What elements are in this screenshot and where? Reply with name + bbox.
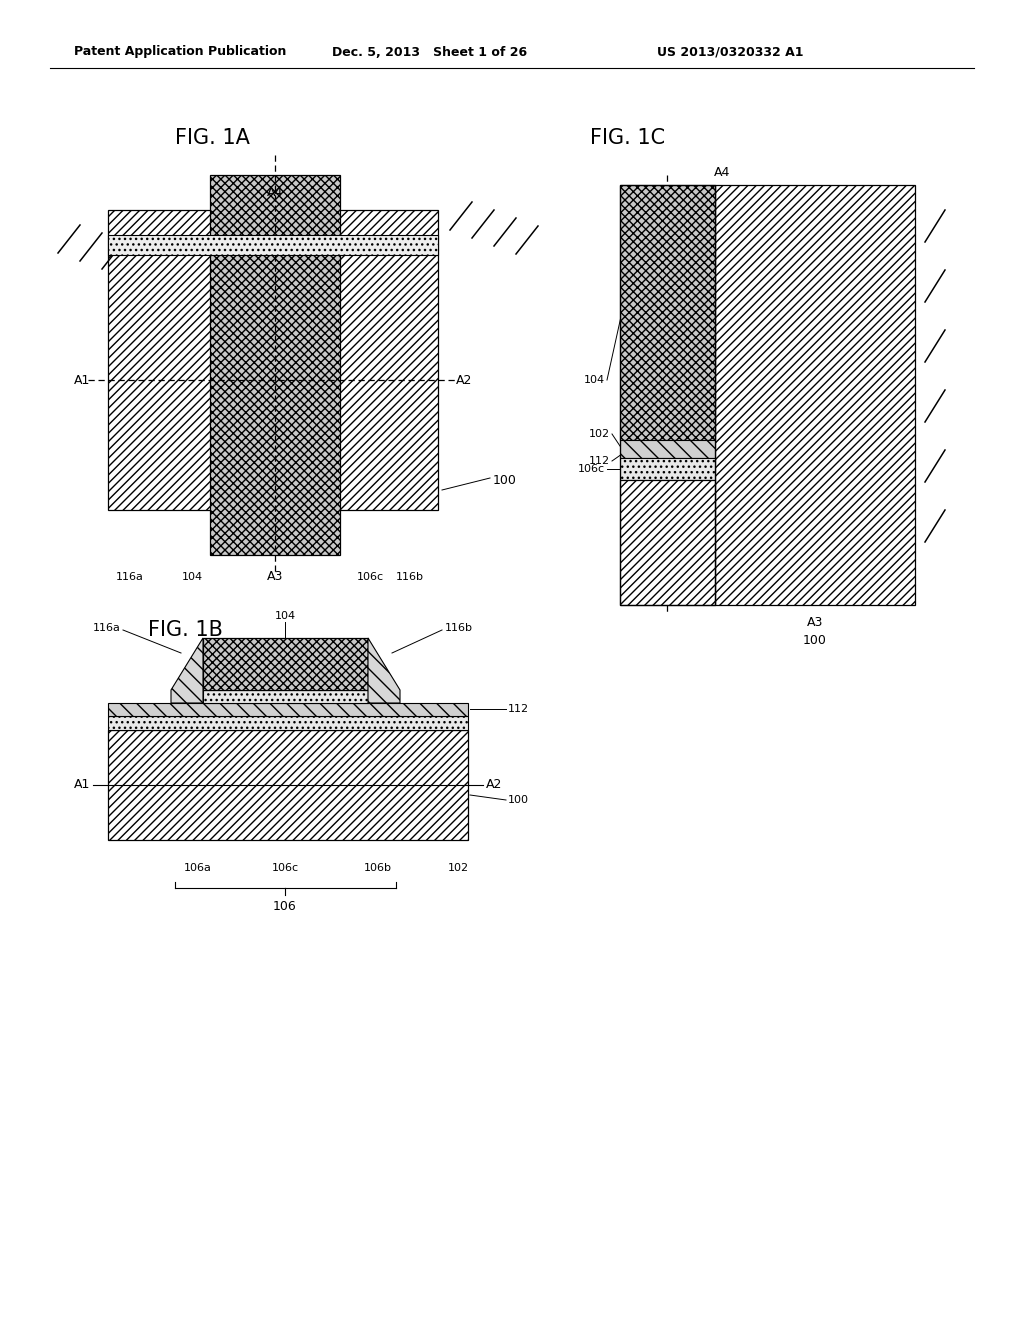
Text: 100: 100 <box>803 634 827 647</box>
Text: 112: 112 <box>589 455 610 466</box>
Text: 116a: 116a <box>116 572 144 582</box>
Text: US 2013/0320332 A1: US 2013/0320332 A1 <box>656 45 803 58</box>
Bar <box>715 185 915 605</box>
Bar <box>620 185 715 605</box>
Text: A4: A4 <box>714 166 730 180</box>
Text: 116b: 116b <box>445 623 473 634</box>
Text: 106: 106 <box>273 899 297 912</box>
Bar <box>203 638 368 690</box>
Text: 106c: 106c <box>578 465 605 474</box>
Text: 106b: 106b <box>364 863 392 873</box>
Text: A4: A4 <box>267 186 284 198</box>
Bar <box>203 690 368 704</box>
Text: 102: 102 <box>589 429 610 440</box>
Text: 104: 104 <box>181 572 203 582</box>
Text: FIG. 1A: FIG. 1A <box>175 128 250 148</box>
Text: 116a: 116a <box>93 623 121 634</box>
Text: 116b: 116b <box>396 572 424 582</box>
Text: 104: 104 <box>274 611 296 620</box>
Text: 106c: 106c <box>356 572 384 582</box>
Bar <box>108 730 468 840</box>
Bar <box>108 715 468 730</box>
Bar <box>620 480 715 605</box>
Bar <box>108 210 438 510</box>
Text: A3: A3 <box>807 616 823 630</box>
Text: 100: 100 <box>493 474 517 487</box>
Text: 112: 112 <box>508 704 529 714</box>
Bar <box>620 185 715 440</box>
Text: Dec. 5, 2013   Sheet 1 of 26: Dec. 5, 2013 Sheet 1 of 26 <box>333 45 527 58</box>
Text: A1: A1 <box>74 374 90 387</box>
Bar <box>108 235 438 255</box>
Text: A3: A3 <box>267 570 284 583</box>
Polygon shape <box>171 638 203 704</box>
Text: 100: 100 <box>508 795 529 805</box>
Text: 104: 104 <box>584 375 605 385</box>
Polygon shape <box>368 638 400 704</box>
Text: A1: A1 <box>74 779 90 792</box>
Text: A2: A2 <box>456 374 472 387</box>
Text: FIG. 1B: FIG. 1B <box>148 620 223 640</box>
Bar <box>210 176 340 554</box>
Text: A2: A2 <box>486 779 503 792</box>
Text: Patent Application Publication: Patent Application Publication <box>74 45 286 58</box>
Bar <box>108 704 468 715</box>
Bar <box>620 440 715 458</box>
Text: 106a: 106a <box>184 863 212 873</box>
Text: 106c: 106c <box>271 863 299 873</box>
Text: 102: 102 <box>447 863 469 873</box>
Text: FIG. 1C: FIG. 1C <box>590 128 666 148</box>
Bar <box>620 458 715 480</box>
